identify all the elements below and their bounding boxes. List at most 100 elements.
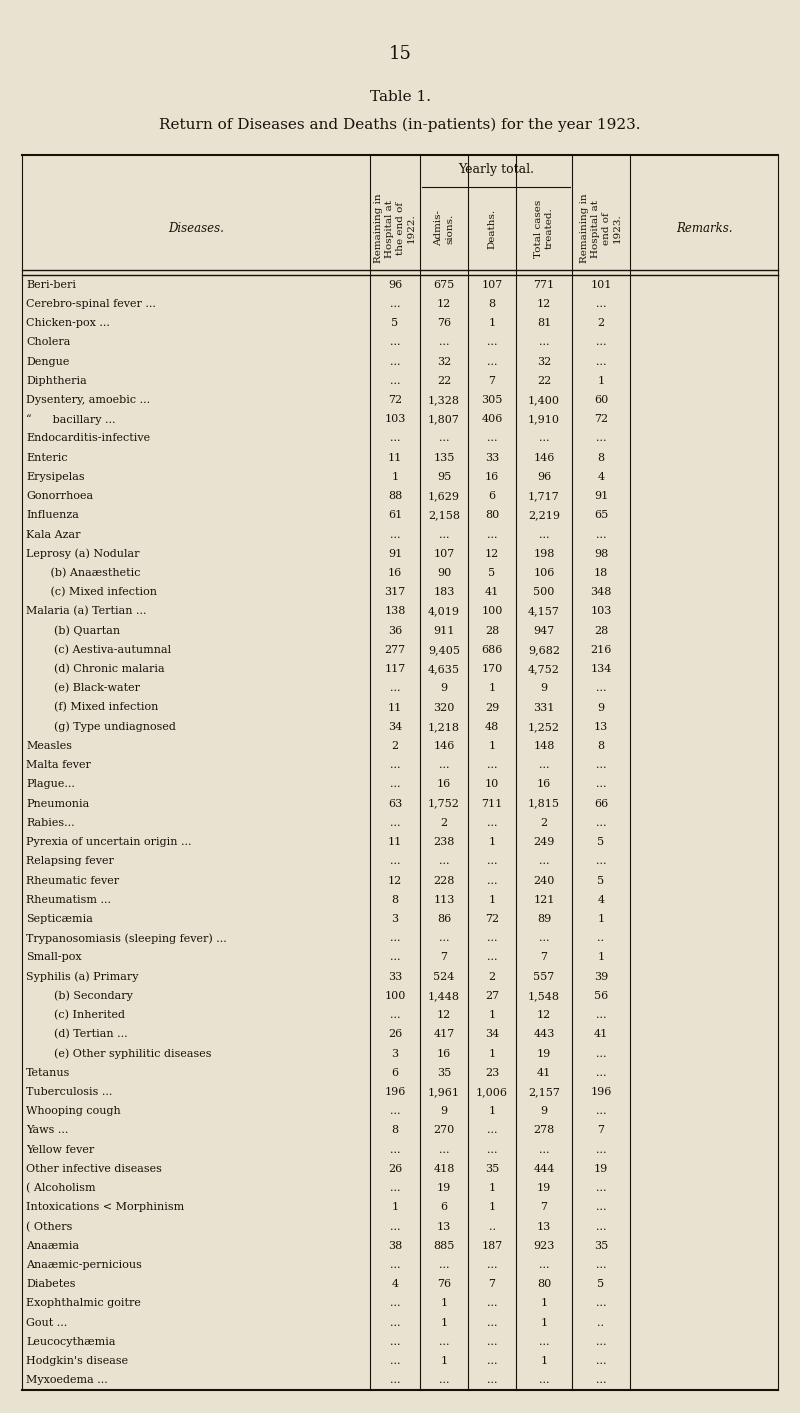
Text: ...: ...: [486, 434, 498, 444]
Text: 196: 196: [384, 1087, 406, 1096]
Text: 72: 72: [594, 414, 608, 424]
Text: 19: 19: [537, 1048, 551, 1058]
Text: 711: 711: [482, 798, 502, 808]
Text: 911: 911: [434, 626, 454, 636]
Text: ...: ...: [390, 356, 400, 366]
Text: 1,910: 1,910: [528, 414, 560, 424]
Text: Cholera: Cholera: [26, 338, 70, 348]
Text: ...: ...: [486, 1375, 498, 1385]
Text: 16: 16: [437, 1048, 451, 1058]
Text: 35: 35: [485, 1164, 499, 1174]
Text: 26: 26: [388, 1164, 402, 1174]
Text: ...: ...: [486, 1145, 498, 1154]
Text: 8: 8: [598, 452, 605, 462]
Text: 34: 34: [485, 1029, 499, 1040]
Text: ...: ...: [438, 1337, 450, 1347]
Text: 1: 1: [489, 836, 495, 848]
Text: Plague...: Plague...: [26, 780, 75, 790]
Text: Beri-beri: Beri-beri: [26, 280, 76, 290]
Text: 12: 12: [437, 1010, 451, 1020]
Text: 196: 196: [590, 1087, 612, 1096]
Text: 5: 5: [598, 836, 605, 848]
Text: ...: ...: [596, 1145, 606, 1154]
Text: 1,815: 1,815: [528, 798, 560, 808]
Text: 16: 16: [537, 780, 551, 790]
Text: 1: 1: [598, 376, 605, 386]
Text: ...: ...: [486, 1299, 498, 1308]
Text: ...: ...: [486, 338, 498, 348]
Text: 10: 10: [485, 780, 499, 790]
Text: 2: 2: [541, 818, 547, 828]
Text: 8: 8: [598, 740, 605, 750]
Text: 216: 216: [590, 644, 612, 654]
Text: Cerebro-spinal fever ...: Cerebro-spinal fever ...: [26, 298, 156, 309]
Text: 35: 35: [437, 1068, 451, 1078]
Text: ...: ...: [596, 684, 606, 694]
Text: ...: ...: [596, 1183, 606, 1193]
Text: 2,219: 2,219: [528, 510, 560, 520]
Text: ...: ...: [538, 1375, 550, 1385]
Text: 1,006: 1,006: [476, 1087, 508, 1096]
Text: 107: 107: [434, 548, 454, 558]
Text: 7: 7: [441, 952, 447, 962]
Text: ...: ...: [596, 338, 606, 348]
Text: ...: ...: [538, 1260, 550, 1270]
Text: 771: 771: [534, 280, 554, 290]
Text: ...: ...: [390, 1318, 400, 1328]
Text: Total cases
treated.: Total cases treated.: [534, 199, 554, 257]
Text: Diabetes: Diabetes: [26, 1279, 75, 1289]
Text: ...: ...: [438, 1145, 450, 1154]
Text: Leprosy (a) Nodular: Leprosy (a) Nodular: [26, 548, 139, 560]
Text: ...: ...: [486, 1356, 498, 1366]
Text: 41: 41: [537, 1068, 551, 1078]
Text: 228: 228: [434, 876, 454, 886]
Text: 1: 1: [541, 1356, 547, 1366]
Text: 5: 5: [598, 1279, 605, 1289]
Text: 238: 238: [434, 836, 454, 848]
Text: ...: ...: [486, 356, 498, 366]
Text: ...: ...: [390, 1106, 400, 1116]
Text: 1: 1: [541, 1318, 547, 1328]
Text: Kala Azar: Kala Azar: [26, 530, 81, 540]
Text: 135: 135: [434, 452, 454, 462]
Text: 72: 72: [388, 396, 402, 406]
Text: ..: ..: [598, 1318, 605, 1328]
Text: 277: 277: [385, 644, 406, 654]
Text: ...: ...: [390, 338, 400, 348]
Text: ...: ...: [438, 933, 450, 944]
Text: 1,400: 1,400: [528, 396, 560, 406]
Text: Deaths.: Deaths.: [487, 209, 497, 249]
Text: 1: 1: [441, 1299, 447, 1308]
Text: ...: ...: [390, 1356, 400, 1366]
Text: ...: ...: [596, 1048, 606, 1058]
Text: 1,807: 1,807: [428, 414, 460, 424]
Text: ...: ...: [596, 434, 606, 444]
Text: Return of Diseases and Deaths (in-patients) for the year 1923.: Return of Diseases and Deaths (in-patien…: [159, 119, 641, 133]
Text: 11: 11: [388, 836, 402, 848]
Text: 13: 13: [437, 1222, 451, 1232]
Text: ...: ...: [596, 298, 606, 309]
Text: ...: ...: [538, 933, 550, 944]
Text: 134: 134: [590, 664, 612, 674]
Text: 61: 61: [388, 510, 402, 520]
Text: Rheumatism ...: Rheumatism ...: [26, 894, 111, 904]
Text: 9,405: 9,405: [428, 644, 460, 654]
Text: 2,157: 2,157: [528, 1087, 560, 1096]
Text: 1: 1: [489, 318, 495, 328]
Text: 3: 3: [391, 1048, 398, 1058]
Text: 1: 1: [489, 1202, 495, 1212]
Text: 12: 12: [485, 548, 499, 558]
Text: ...: ...: [390, 1260, 400, 1270]
Text: Tuberculosis ...: Tuberculosis ...: [26, 1087, 112, 1096]
Text: ...: ...: [390, 780, 400, 790]
Text: 1,752: 1,752: [428, 798, 460, 808]
Text: Other infective diseases: Other infective diseases: [26, 1164, 162, 1174]
Text: 5: 5: [391, 318, 398, 328]
Text: Pneumonia: Pneumonia: [26, 798, 90, 808]
Text: 557: 557: [534, 972, 554, 982]
Text: 88: 88: [388, 492, 402, 502]
Text: 9: 9: [441, 684, 447, 694]
Text: 331: 331: [534, 702, 554, 712]
Text: Dengue: Dengue: [26, 356, 70, 366]
Text: Pyrexia of uncertain origin ...: Pyrexia of uncertain origin ...: [26, 836, 191, 848]
